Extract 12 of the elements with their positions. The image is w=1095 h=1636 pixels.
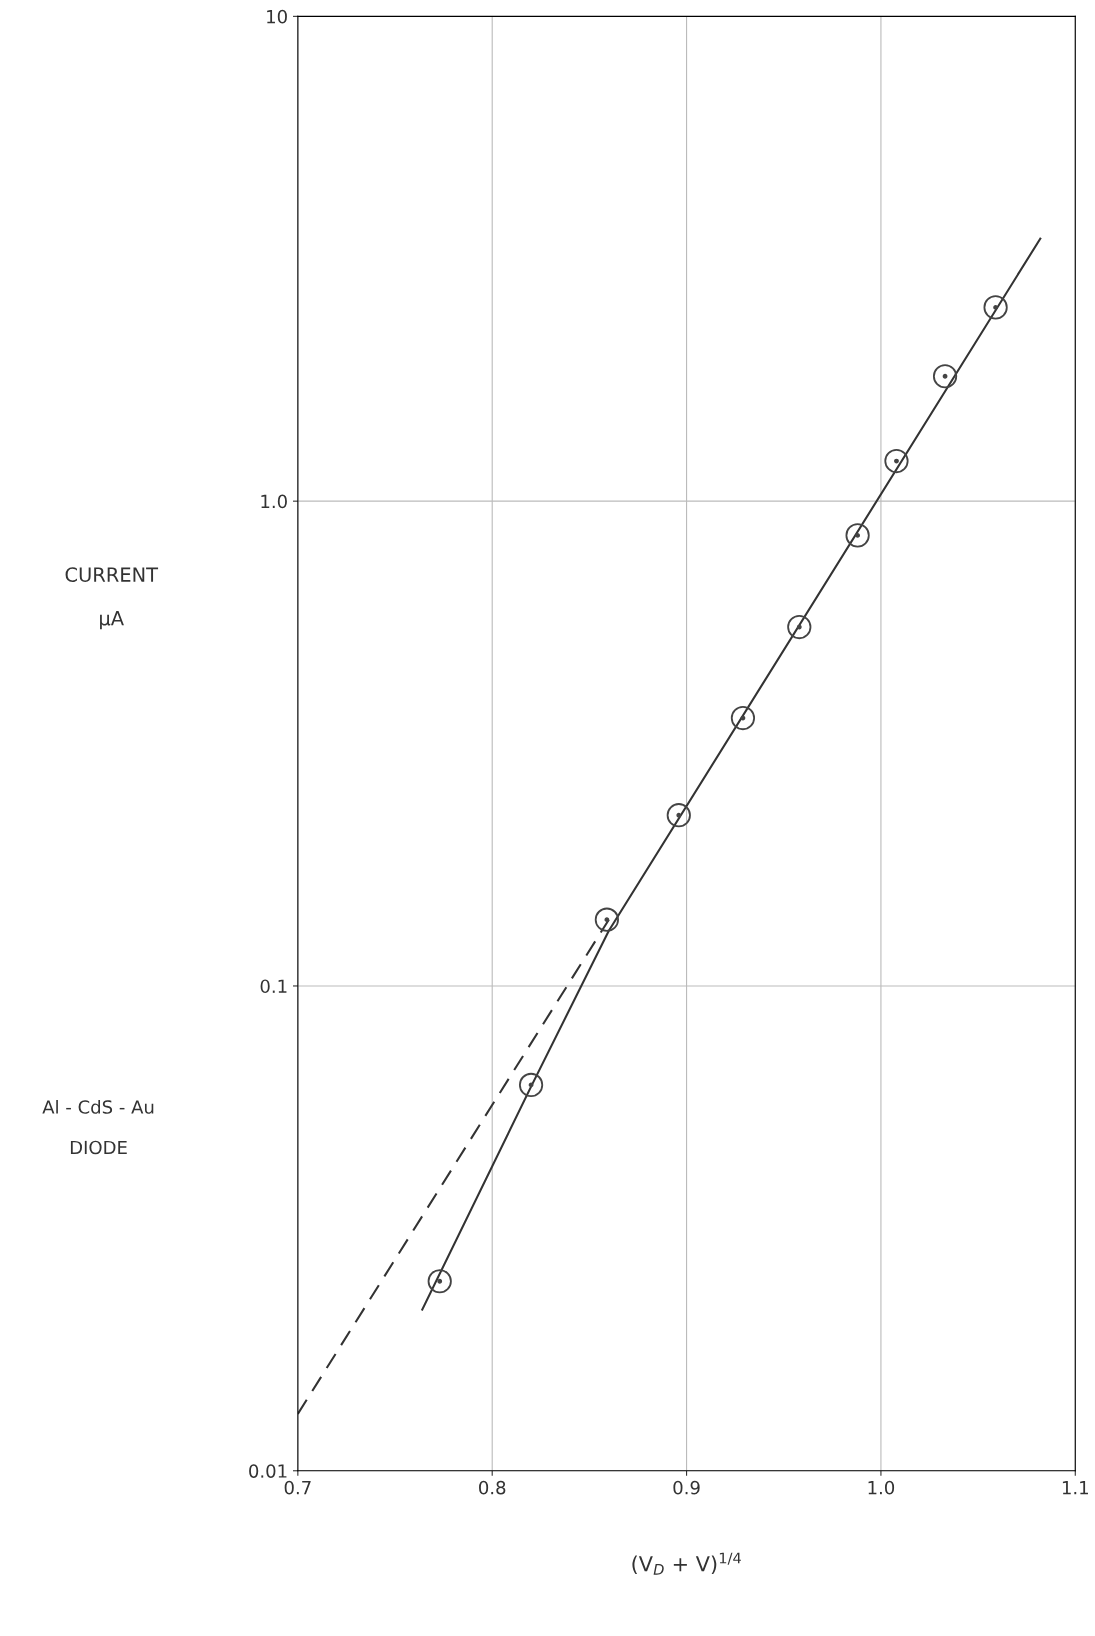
x-tick-label: 0.9 (673, 1480, 700, 1495)
y-tick-label: 0.1 (260, 979, 287, 994)
x-tick-label: 1.1 (1062, 1481, 1088, 1495)
x-tick-label: 1.0 (868, 1480, 895, 1495)
text: CURRENT μA (65, 567, 159, 630)
text: Al - CdS - Au DIODE (42, 1099, 154, 1155)
y-tick-label: 10 (267, 9, 287, 24)
y-tick-label: 1.0 (261, 494, 287, 509)
x-axis-title: (V$_{D}$ + V)$^{1/4}$ (632, 1552, 741, 1575)
y-tick-label: 0.01 (249, 1464, 287, 1478)
x-tick-label: 0.7 (284, 1480, 311, 1495)
x-tick-label: 0.8 (479, 1480, 506, 1495)
